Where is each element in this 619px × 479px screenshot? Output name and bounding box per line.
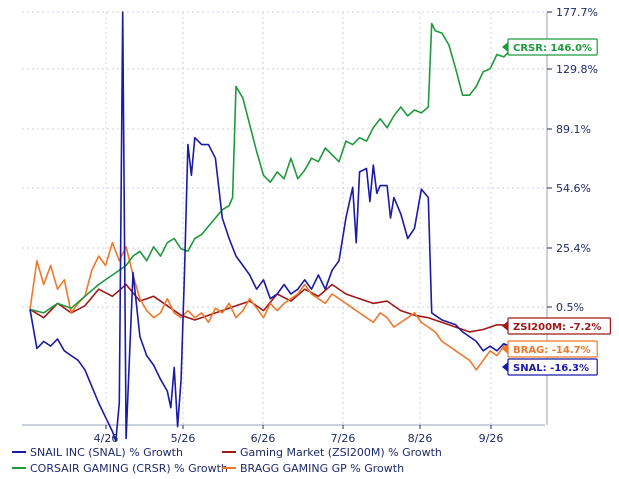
y-tick-label: 177.7%	[556, 6, 598, 19]
legend-entry: BRAGG GAMING GP % Growth	[240, 462, 404, 475]
legend-entry: SNAIL INC (SNAL) % Growth	[30, 446, 183, 459]
end-label-pointer	[502, 321, 508, 331]
y-axis-ticks: 177.7% 129.8% 89.1% 54.6% 25.4% 0.5%	[547, 6, 598, 314]
end-label-pointer	[502, 362, 508, 372]
y-tick-label: 25.4%	[556, 242, 591, 255]
y-tick-label: 129.8%	[556, 63, 598, 76]
y-tick-label: 0.5%	[556, 301, 584, 314]
x-tick-label: 5/26	[171, 432, 196, 445]
end-label-text: BRAG: -14.7%	[513, 345, 591, 356]
x-tick-label: 4/26	[94, 432, 119, 445]
series-line-3	[29, 241, 512, 371]
legend: SNAIL INC (SNAL) % Growth Gaming Market (…	[12, 446, 442, 475]
series-line-1	[29, 283, 511, 333]
x-axis-ticks: 4/26 5/26 6/26 7/26 8/26 9/26	[94, 425, 504, 445]
x-tick-label: 8/26	[408, 432, 433, 445]
x-tick-label: 6/26	[251, 432, 276, 445]
legend-entry: Gaming Market (ZSI200M) % Growth	[240, 446, 442, 459]
y-tick-label: 89.1%	[556, 123, 591, 136]
series-line-0	[29, 11, 512, 442]
legend-entry: CORSAIR GAMING (CRSR) % Growth	[30, 462, 228, 475]
end-value-labels: CRSR: 146.0% ZSI200M: -7.2% BRAG: -14.7% SN…	[502, 38, 612, 376]
y-tick-label: 54.6%	[556, 182, 591, 195]
x-tick-label: 9/26	[479, 432, 504, 445]
end-label-text: ZSI200M: -7.2%	[513, 322, 601, 333]
x-tick-label: 7/26	[331, 432, 356, 445]
series-layer	[29, 11, 512, 442]
end-label-text: CRSR: 146.0%	[513, 43, 592, 54]
end-label-pointer	[502, 344, 508, 354]
series-line-2	[29, 22, 512, 314]
end-label-text: SNAL: -16.3%	[513, 363, 589, 374]
end-label-pointer	[502, 42, 508, 52]
